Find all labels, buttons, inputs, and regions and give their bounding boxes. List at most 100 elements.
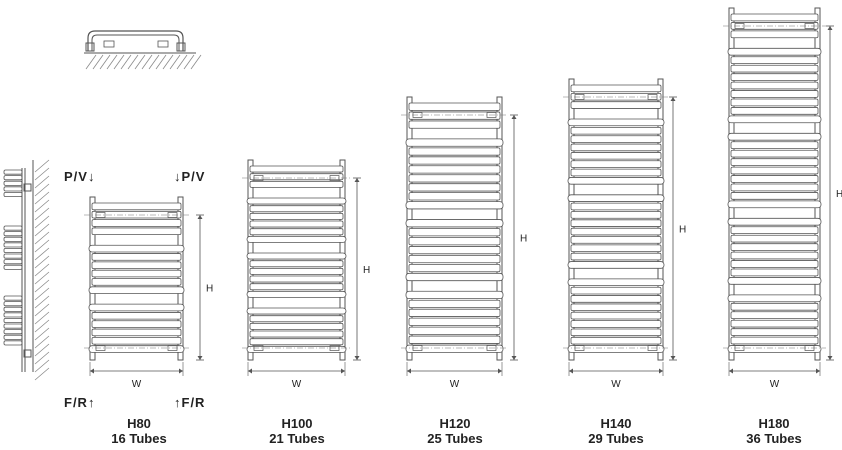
valve-stub [329,175,340,181]
tube [88,303,185,312]
height-label: H [206,284,213,295]
model-name: H180 [758,416,789,431]
valve-stub [412,112,423,118]
tube [405,344,504,353]
tube [408,246,501,255]
tube [727,200,822,209]
arrow-head [659,368,663,374]
valve-stub [486,112,497,118]
tube [246,235,347,243]
tube [408,120,501,129]
radiator-front-h180: HW [723,7,842,390]
arrow-head [816,368,820,374]
hatch-line [106,54,118,70]
side-tube [3,329,23,335]
width-label: W [292,379,302,390]
tube [730,302,819,311]
hatch-line [85,54,97,70]
tube [730,243,819,251]
valve-stub [329,345,340,351]
tube [727,217,822,226]
side-tube [3,259,23,265]
hatch-line [34,207,50,221]
hatch-line [190,54,202,70]
width-label: W [450,379,460,390]
side-tube [3,169,23,175]
valve-stub [95,212,106,218]
tube [570,236,662,244]
side-view [3,159,50,381]
hatch-line [34,231,50,245]
hatch-line [34,319,50,333]
tube [246,252,347,260]
hatch-line [162,54,174,70]
caption-h140: H140 29 Tubes [588,416,643,446]
side-tube [3,306,23,312]
tube [249,212,344,220]
arrow-head [197,215,203,219]
side-view-tubes [3,168,26,372]
tube [408,192,501,201]
tube [249,260,344,268]
hatch-line [141,54,153,70]
tube [249,205,344,213]
tube [91,210,182,219]
hatch-line [34,367,50,381]
arrow-head [511,115,517,119]
side-tube [3,186,23,192]
hatch-line [134,54,146,70]
tube [567,177,665,185]
tube [249,173,344,181]
tube [567,278,665,287]
hatch-line [34,191,50,205]
tube [405,201,504,210]
hatch-line [34,199,50,213]
hatch-line [34,167,50,181]
tube [570,211,662,219]
tube [730,90,819,98]
valve-stub [167,212,178,218]
tube [249,180,344,188]
tube [408,147,501,156]
valve-stub [95,345,106,351]
caption-h180: H180 36 Tubes [746,416,801,446]
tube [730,319,819,328]
hatch-line [113,54,125,70]
arrow-head [827,356,833,360]
tube [570,303,662,312]
arrow-head [248,368,252,374]
arrow-head [197,356,203,360]
side-tube [3,317,23,323]
tube [246,290,347,298]
tube [570,286,662,295]
tube [570,135,662,143]
hatch-line [127,54,139,70]
height-label: H [679,225,686,236]
tube [408,254,501,264]
tube [730,98,819,107]
radiator-front-h120: HW [401,96,527,390]
tube [91,253,182,261]
tube [249,228,344,236]
valve-stub [804,345,815,351]
side-tube [3,323,23,329]
arrow-head [354,356,360,360]
side-tube [3,180,23,186]
arrow-head [569,368,573,374]
tube [249,283,344,291]
model-name: H140 [600,416,631,431]
tube [727,277,822,285]
tube-count: 29 Tubes [588,431,643,446]
side-tube [3,231,23,237]
tube [570,328,662,337]
height-label: H [520,234,527,245]
side-tube [3,253,23,259]
tube [730,268,819,277]
tube [405,138,504,147]
width-label: W [611,379,621,390]
width-label: W [132,379,142,390]
tube [408,228,501,237]
valve-stub [253,175,264,181]
side-view-wall-hatch [32,159,50,381]
hatch-line [34,295,50,309]
